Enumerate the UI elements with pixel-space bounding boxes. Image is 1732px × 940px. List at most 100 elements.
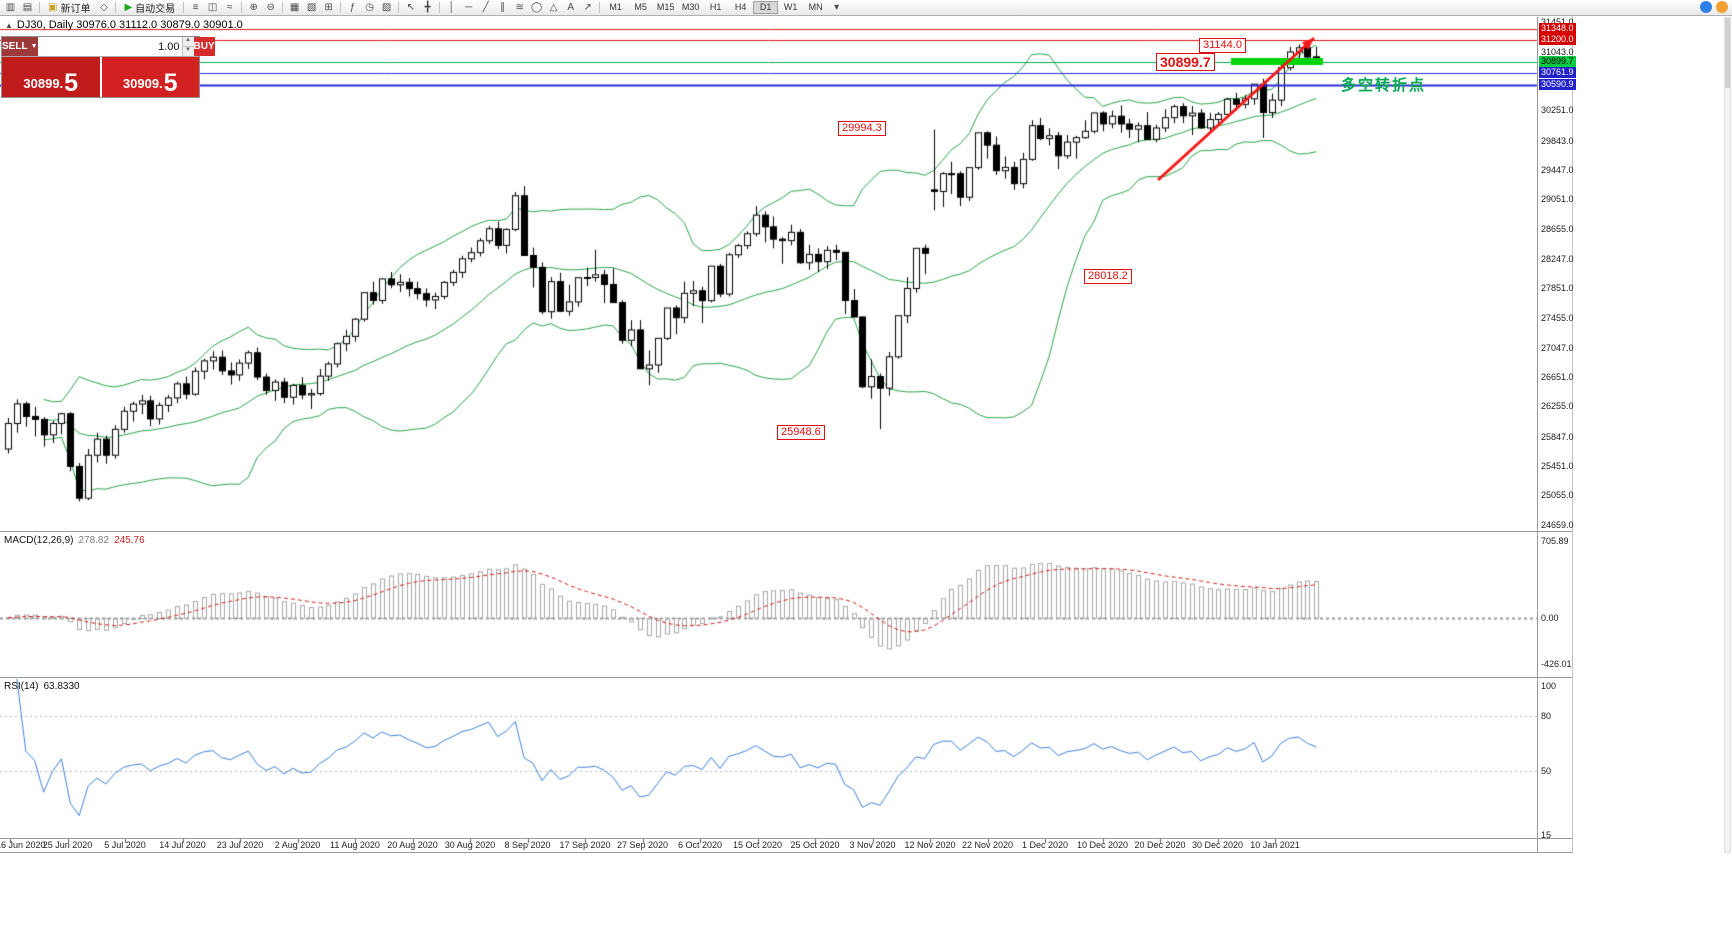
toolbar-separator xyxy=(39,2,40,13)
price-axis-label: 27047.0 xyxy=(1541,342,1574,353)
date-axis-label: 25 Oct 2020 xyxy=(790,840,840,850)
trendline-icon[interactable]: ╱ xyxy=(482,2,489,13)
buy-label: BUY xyxy=(193,41,215,52)
arrange-windows-icon[interactable]: ⊞ xyxy=(324,2,333,13)
chart-icon: ▲ xyxy=(5,20,13,30)
timeframe-mn[interactable]: MN xyxy=(808,2,823,12)
date-axis-label: 1 Dec 2020 xyxy=(1021,840,1069,850)
timeframe-m30[interactable]: M30 xyxy=(681,2,700,12)
vertical-scrollbar[interactable] xyxy=(1724,17,1731,853)
price-axis-tag: 31200.0 xyxy=(1539,34,1576,46)
price-axis-tag: 30761.9 xyxy=(1539,66,1576,78)
date-axis-label: 25 Jun 2020 xyxy=(42,840,93,850)
timeframe-m5[interactable]: M5 xyxy=(634,2,647,12)
channel-icon[interactable]: ∥ xyxy=(500,2,506,13)
horizontal-line-icon[interactable]: ─ xyxy=(465,2,473,13)
date-axis-label: 14 Jul 2020 xyxy=(159,840,206,850)
volume-stepper[interactable]: ▲ ▼ xyxy=(181,37,194,56)
price-axis-label: 28247.0 xyxy=(1541,253,1574,264)
trade-panel-price-row: 30899. 5 30909. 5 xyxy=(2,57,199,97)
stepper-down-icon[interactable]: ▼ xyxy=(182,46,194,56)
one-click-trading-panel: SELL ▼ ▲ ▼ BUY 30899. 5 30909. 5 xyxy=(1,36,215,98)
date-axis-label: 2 Aug 2020 xyxy=(274,840,321,850)
cascade-windows-icon[interactable]: ▧ xyxy=(306,2,317,13)
price-axis-label: 29843.0 xyxy=(1541,135,1574,146)
time-axis-separator xyxy=(0,838,1572,839)
triangle-icon[interactable]: △ xyxy=(549,2,558,13)
metaeditor-icon[interactable]: ◇ xyxy=(100,2,108,13)
new-order-button[interactable]: ▣ 新订单 xyxy=(43,1,95,15)
price-axis-label: 27455.0 xyxy=(1541,312,1574,323)
price-axis-label: 25451.0 xyxy=(1541,460,1574,471)
date-axis-label: 27 Sep 2020 xyxy=(616,840,669,850)
timeframe-m1[interactable]: M1 xyxy=(609,2,622,12)
fibonacci-icon[interactable]: ≋ xyxy=(515,2,524,13)
sell-label: SELL xyxy=(2,41,28,52)
rsi-axis-value: 80 xyxy=(1541,710,1552,721)
auto-trading-button-label: 自动交易 xyxy=(135,4,176,15)
buy-price-big-digit: 5 xyxy=(163,69,178,97)
price-callout[interactable]: 25948.6 xyxy=(777,425,825,440)
price-axis-label: 29051.0 xyxy=(1541,194,1574,205)
crosshair-icon[interactable]: ╋ xyxy=(424,2,431,13)
date-axis-label: 5 Jul 2020 xyxy=(104,840,146,850)
timeframe-h4[interactable]: H4 xyxy=(734,2,747,12)
new-chart-icon[interactable]: ▥ xyxy=(5,2,16,13)
auto-trading-button[interactable]: ▶ 自动交易 xyxy=(119,1,180,15)
price-callout[interactable]: 29994.3 xyxy=(838,121,886,136)
price-callout[interactable]: 31144.0 xyxy=(1199,38,1246,53)
volume-input[interactable] xyxy=(37,37,182,56)
date-axis-label: 22 Nov 2020 xyxy=(961,840,1014,850)
date-axis-label: 10 Dec 2020 xyxy=(1076,840,1129,850)
toolbar-separator xyxy=(241,2,243,13)
periods-icon[interactable]: ◷ xyxy=(365,2,375,13)
toolbar-separator xyxy=(183,2,185,13)
cursor-icon[interactable]: ↖ xyxy=(406,2,415,13)
timeframe-h1[interactable]: H1 xyxy=(709,2,722,12)
chart-title-text: DJ30, Daily 30976.0 31112.0 30879.0 3090… xyxy=(16,19,243,31)
candlestick-chart-icon[interactable]: ◫ xyxy=(207,2,218,13)
indicators-icon[interactable]: ƒ xyxy=(349,2,356,13)
rsi-panel-separator[interactable] xyxy=(0,677,1572,678)
zoom-in-icon[interactable]: ⊕ xyxy=(249,2,258,13)
date-axis-label: 20 Aug 2020 xyxy=(387,840,438,850)
sell-dropdown-button[interactable]: SELL ▼ xyxy=(2,37,38,56)
ellipse-icon[interactable]: ◯ xyxy=(531,2,543,13)
price-axis-tag: 30590.9 xyxy=(1539,79,1576,91)
timeframe-m15[interactable]: M15 xyxy=(656,2,675,12)
sell-price-button[interactable]: 30899. 5 xyxy=(2,57,102,97)
date-axis-label: 17 Sep 2020 xyxy=(559,840,611,850)
templates-icon[interactable]: ▨ xyxy=(381,2,392,13)
scrollbar-thumb[interactable] xyxy=(1725,18,1730,88)
profiles-icon[interactable]: ▤ xyxy=(22,2,33,13)
text-icon[interactable]: A xyxy=(567,2,574,13)
buy-dropdown-button[interactable]: BUY xyxy=(193,37,215,56)
toolbar: ▥ ▤ ▣ 新订单 ◇ ▶ 自动交易 ≡ ◫ ≈ ⊕ ⊖ ▦ ▧ ⊞ ƒ ◷ ▨ ↖ ╋ │ ─ ╱ ∥ ≋ ◯ △ A ↗ M1 M5 M1… xyxy=(0,0,1732,16)
line-chart-icon[interactable]: ≈ xyxy=(226,2,233,13)
buy-price-button[interactable]: 30909. 5 xyxy=(101,57,199,97)
price-callout[interactable]: 28018.2 xyxy=(1084,269,1132,284)
date-axis-label: 20 Dec 2020 xyxy=(1134,840,1186,850)
price-callout[interactable]: 30899.7 xyxy=(1156,53,1215,71)
bar-chart-icon[interactable]: ≡ xyxy=(192,2,199,13)
macd-label: MACD(12,26,9) 278.82 245.76 xyxy=(4,535,145,546)
chart-dropdown-icon[interactable]: ▾ xyxy=(834,2,840,13)
macd-axis-value: -426.01 xyxy=(1541,658,1572,669)
date-axis-label: 12 Nov 2020 xyxy=(904,840,956,850)
price-axis-label: 28655.0 xyxy=(1541,223,1574,234)
date-axis-label: 11 Aug 2020 xyxy=(330,840,380,850)
macd-panel-separator[interactable] xyxy=(0,531,1572,532)
stepper-up-icon[interactable]: ▲ xyxy=(182,37,194,46)
macd-main-value: 278.82 xyxy=(78,535,110,546)
chat-bubble-blue-icon[interactable] xyxy=(1700,1,1712,13)
arrow-icon[interactable]: ↗ xyxy=(583,2,592,13)
zoom-out-icon[interactable]: ⊖ xyxy=(266,2,275,13)
timeframe-d1[interactable]: D1 xyxy=(753,1,779,14)
timeframe-w1[interactable]: W1 xyxy=(783,2,798,12)
price-axis-label: 27851.0 xyxy=(1541,283,1574,294)
annotation-note[interactable]: 多空转折点 xyxy=(1341,77,1427,94)
chat-bubble-orange-icon[interactable] xyxy=(1716,1,1728,13)
tile-windows-icon[interactable]: ▦ xyxy=(289,2,300,13)
vertical-line-icon[interactable]: │ xyxy=(448,2,455,13)
